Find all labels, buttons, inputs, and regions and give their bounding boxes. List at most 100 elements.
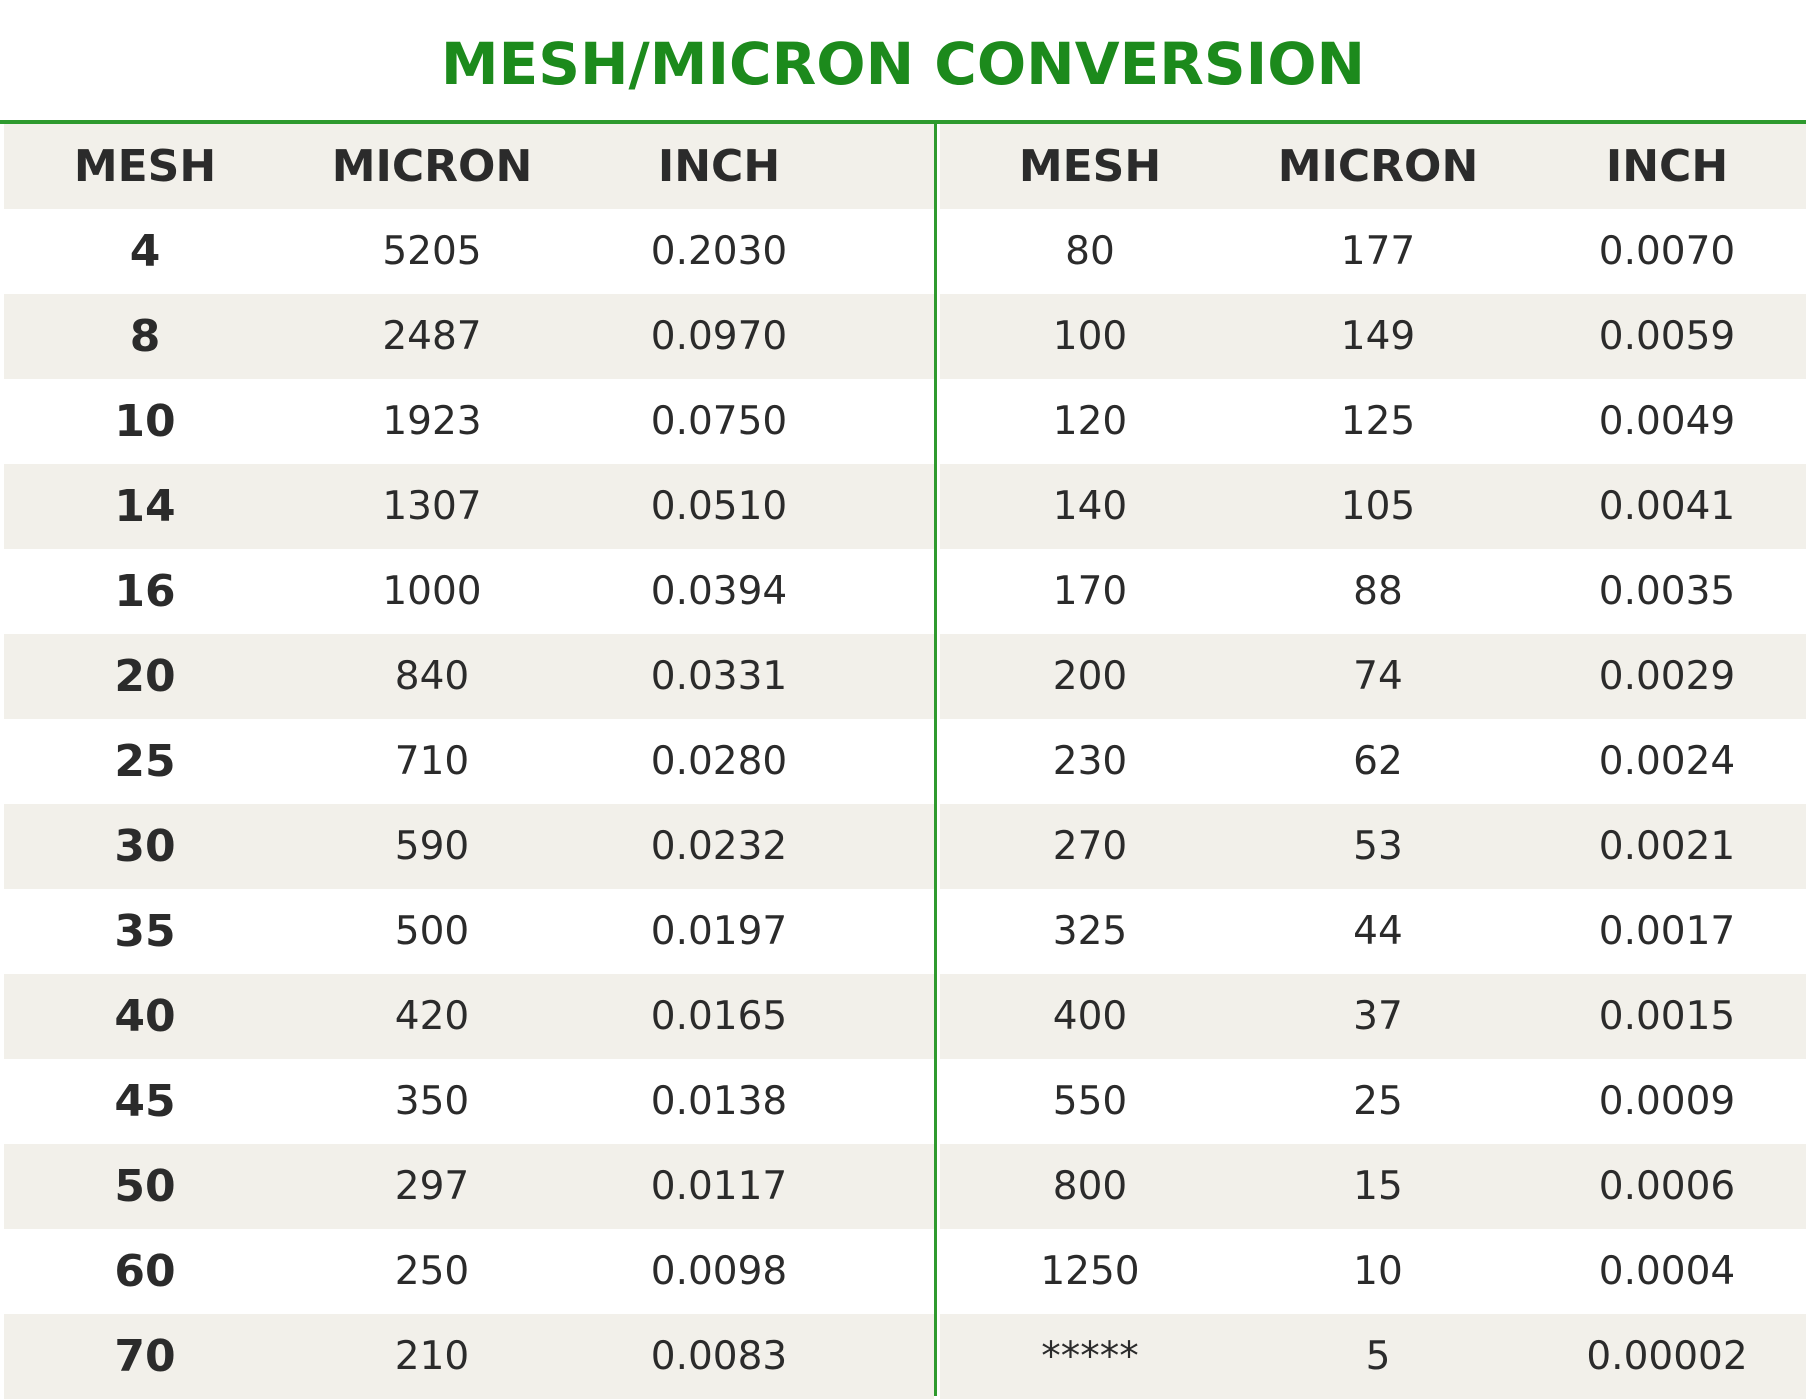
- left-table: MESH MICRON INCH 4 5205 0.2030 8 2487 0.0970 10 19…: [4, 124, 934, 1400]
- top-divider: [0, 120, 1806, 124]
- cell-inch: 0.0331: [650, 654, 788, 699]
- cell-inch: 0.0280: [650, 739, 788, 784]
- cell-inch: 0.0006: [1598, 1164, 1736, 1209]
- cell-micron: 210: [394, 1334, 470, 1379]
- cell-micron: 53: [1353, 824, 1403, 869]
- table-row: 230 62 0.0024: [940, 719, 1806, 804]
- cell-mesh: 20: [114, 651, 176, 702]
- cell-inch: 0.0015: [1598, 994, 1736, 1039]
- cell-mesh: 40: [114, 991, 176, 1042]
- cell-mesh: 30: [114, 821, 176, 872]
- cell-inch: 0.0098: [650, 1249, 788, 1294]
- cell-mesh: 1250: [1040, 1249, 1140, 1294]
- cell-inch: 0.0083: [650, 1334, 788, 1379]
- cell-micron: 74: [1353, 654, 1403, 699]
- cell-inch: 0.0750: [650, 399, 788, 444]
- cell-mesh: 80: [1065, 229, 1115, 274]
- cell-inch: 0.0165: [650, 994, 788, 1039]
- table-row: 550 25 0.0009: [940, 1059, 1806, 1144]
- cell-micron: 420: [394, 994, 470, 1039]
- header-mesh: MESH: [73, 141, 217, 192]
- cell-mesh: 550: [1052, 1079, 1128, 1124]
- cell-micron: 1923: [382, 399, 482, 444]
- cell-inch: 0.0024: [1598, 739, 1736, 784]
- table-row: 25 710 0.0280: [4, 719, 934, 804]
- cell-mesh: 4: [129, 226, 161, 277]
- table-row: 10 1923 0.0750: [4, 379, 934, 464]
- cell-micron: 590: [394, 824, 470, 869]
- cell-inch: 0.0009: [1598, 1079, 1736, 1124]
- cell-inch: 0.0070: [1598, 229, 1736, 274]
- table-row: 20 840 0.0331: [4, 634, 934, 719]
- cell-inch: 0.0021: [1598, 824, 1736, 869]
- cell-mesh: 60: [114, 1246, 176, 1297]
- cell-mesh: 400: [1052, 994, 1128, 1039]
- cell-inch: 0.0041: [1598, 484, 1736, 529]
- cell-inch: 0.2030: [650, 229, 788, 274]
- cell-micron: 5205: [382, 229, 482, 274]
- cell-mesh: 800: [1052, 1164, 1128, 1209]
- table-header-row: MESH MICRON INCH: [4, 124, 934, 209]
- cell-mesh: 70: [114, 1331, 176, 1382]
- table-row: 400 37 0.0015: [940, 974, 1806, 1059]
- table-row: 40 420 0.0165: [4, 974, 934, 1059]
- cell-mesh: 170: [1052, 569, 1128, 614]
- cell-micron: 2487: [382, 314, 482, 359]
- cell-micron: 297: [394, 1164, 470, 1209]
- table-row: 80 177 0.0070: [940, 209, 1806, 294]
- cell-micron: 500: [394, 909, 470, 954]
- cell-mesh: 270: [1052, 824, 1128, 869]
- table-row: ***** 5 0.00002: [940, 1314, 1806, 1399]
- cell-micron: 840: [394, 654, 470, 699]
- cell-micron: 88: [1353, 569, 1403, 614]
- cell-inch: 0.0035: [1598, 569, 1736, 614]
- cell-mesh: 50: [114, 1161, 176, 1212]
- table-row: 325 44 0.0017: [940, 889, 1806, 974]
- table-row: 1250 10 0.0004: [940, 1229, 1806, 1314]
- cell-micron: 177: [1340, 229, 1416, 274]
- header-inch: INCH: [1605, 141, 1729, 192]
- cell-inch: 0.0117: [650, 1164, 788, 1209]
- cell-inch: 0.00002: [1586, 1334, 1748, 1379]
- cell-micron: 125: [1340, 399, 1416, 444]
- cell-inch: 0.0394: [650, 569, 788, 614]
- cell-inch: 0.0029: [1598, 654, 1736, 699]
- table-row: 8 2487 0.0970: [4, 294, 934, 379]
- cell-micron: 15: [1353, 1164, 1403, 1209]
- cell-inch: 0.0138: [650, 1079, 788, 1124]
- cell-mesh: 120: [1052, 399, 1128, 444]
- table-row: 70 210 0.0083: [4, 1314, 934, 1399]
- cell-mesh: 14: [114, 481, 176, 532]
- header-micron: MICRON: [1277, 141, 1479, 192]
- cell-inch: 0.0004: [1598, 1249, 1736, 1294]
- cell-micron: 350: [394, 1079, 470, 1124]
- table-row: 800 15 0.0006: [940, 1144, 1806, 1229]
- table-row: 120 125 0.0049: [940, 379, 1806, 464]
- table-row: 100 149 0.0059: [940, 294, 1806, 379]
- header-micron: MICRON: [331, 141, 533, 192]
- cell-micron: 250: [394, 1249, 470, 1294]
- cell-mesh: 45: [114, 1076, 176, 1127]
- table-row: 14 1307 0.0510: [4, 464, 934, 549]
- cell-mesh: 16: [114, 566, 176, 617]
- table-row: 170 88 0.0035: [940, 549, 1806, 634]
- table-row: 50 297 0.0117: [4, 1144, 934, 1229]
- table-row: 140 105 0.0041: [940, 464, 1806, 549]
- page-title: MESH/MICRON CONVERSION: [440, 30, 1366, 98]
- cell-inch: 0.0197: [650, 909, 788, 954]
- table-row: 270 53 0.0021: [940, 804, 1806, 889]
- cell-micron: 105: [1340, 484, 1416, 529]
- header-inch: INCH: [657, 141, 781, 192]
- table-row: 4 5205 0.2030: [4, 209, 934, 294]
- cell-micron: 37: [1353, 994, 1403, 1039]
- table-row: 16 1000 0.0394: [4, 549, 934, 634]
- cell-micron: 62: [1353, 739, 1403, 784]
- header-mesh: MESH: [1018, 141, 1162, 192]
- cell-micron: 1307: [382, 484, 482, 529]
- cell-mesh: 140: [1052, 484, 1128, 529]
- cell-mesh: *****: [1041, 1334, 1139, 1379]
- cell-micron: 25: [1353, 1079, 1403, 1124]
- cell-mesh: 8: [129, 311, 161, 362]
- cell-micron: 710: [394, 739, 470, 784]
- table-row: 30 590 0.0232: [4, 804, 934, 889]
